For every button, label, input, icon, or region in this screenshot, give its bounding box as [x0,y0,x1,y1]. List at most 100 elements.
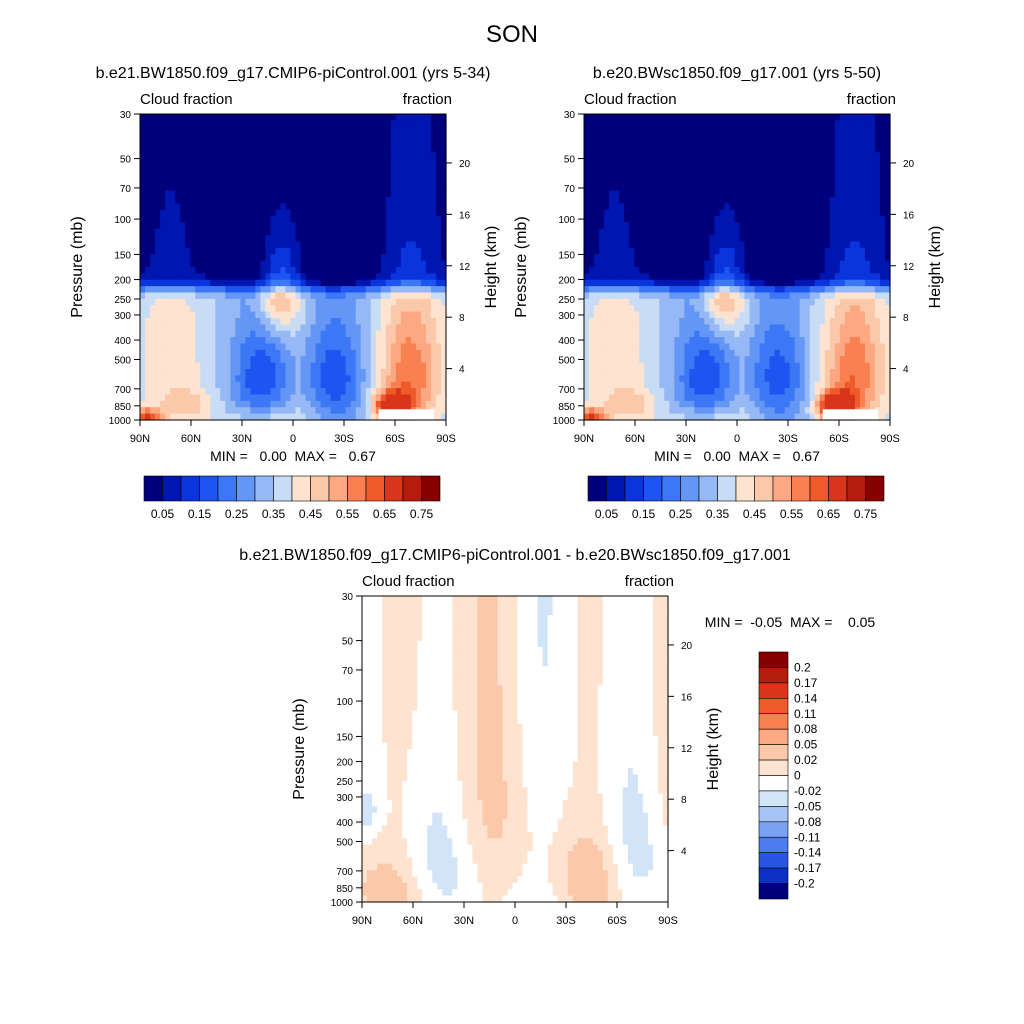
contour-cell [844,260,851,268]
contour-cell [285,139,292,147]
contour-cell [734,114,741,121]
contour-cell [215,190,221,198]
contour-cell [759,120,766,128]
contour-cell [380,305,387,313]
contour-cell [275,190,282,198]
contour-cell [809,279,816,287]
contour-cell [639,126,645,134]
contour-cell [614,120,620,128]
contour-cell [639,318,645,325]
contour-cell [794,298,801,306]
contour-cell [405,375,412,383]
contour-cell [140,311,146,319]
contour-cell [335,318,342,325]
contour-cell [255,267,261,274]
contour-cell [714,152,721,160]
contour-cell [380,324,387,332]
contour-cell [619,216,625,223]
contour-cell [350,324,357,332]
contour-cell [729,120,736,128]
contour-cell [185,292,191,300]
contour-cell [440,241,447,249]
contour-cell [804,165,811,172]
contour-cell [300,216,307,223]
contour-cell [884,260,891,268]
contour-cell [584,133,590,141]
contour-cell [804,279,811,287]
contour-cell [774,209,781,217]
contour-cell [225,260,231,268]
contour-cell [674,190,680,198]
contour-cell [310,152,317,160]
contour-cell [220,158,226,166]
contour-cell [754,196,761,204]
contour-cell [699,292,705,300]
contour-cell [719,273,726,281]
contour-cell [370,114,377,121]
contour-cell [609,190,615,198]
contour-cell [599,279,605,287]
contour-cell [824,133,831,141]
contour-cell [674,247,680,255]
contour-cell [869,133,876,141]
contour-cell [614,133,620,141]
contour-cell [834,171,841,179]
contour-cell [300,330,307,338]
contour-cell [849,158,856,166]
contour-cell [734,126,741,134]
contour-cell [864,305,871,313]
contour-cell [435,388,442,396]
contour-cell [365,305,372,313]
contour-cell [415,145,422,153]
contour-cell [245,184,251,192]
contour-cell [260,400,267,408]
contour-cell [385,203,392,211]
contour-cell [749,279,756,287]
contour-cell [325,120,332,128]
contour-cell [430,145,437,153]
contour-cell [155,318,161,325]
contour-cell [265,369,272,376]
contour-cell [355,196,362,204]
contour-cell [310,235,317,243]
contour-cell [754,273,761,281]
contour-cell [819,216,826,223]
contour-cell [190,241,196,249]
contour-cell [210,203,216,211]
contour-cell [430,394,437,402]
contour-cell [674,254,680,262]
contour-cell [779,286,786,294]
contour-cell [350,139,357,147]
contour-cell [240,126,246,134]
contour-cell [350,413,357,421]
contour-cell [425,216,432,223]
contour-cell [884,145,891,153]
contour-cell [275,292,282,300]
colorbar-swatch [384,475,404,502]
contour-cell [869,279,876,287]
contour-cell [420,222,427,230]
contour-cell [375,311,382,319]
contour-cell [260,298,267,306]
contour-cell [415,318,422,325]
contour-cell [150,254,156,262]
contour-cell [180,388,186,396]
contour-cell [330,324,337,332]
contour-cell [145,190,151,198]
contour-cell [639,158,645,166]
contour-cell [410,330,417,338]
contour-cell [639,311,645,319]
contour-cell [729,196,736,204]
contour-cell [210,330,216,338]
contour-cell [764,152,771,160]
contour-cell [285,318,292,325]
contour-cell [370,298,377,306]
contour-cell [320,177,327,185]
contour-cell [335,158,342,166]
contour-cell [420,171,427,179]
contour-cell [260,222,267,230]
contour-cell [250,165,256,172]
colorbar: 0.05 0.15 0.25 0.35 0.45 0.55 0.65 0.75 [143,475,441,521]
contour-cell [769,139,776,147]
contour-cell [425,394,432,402]
